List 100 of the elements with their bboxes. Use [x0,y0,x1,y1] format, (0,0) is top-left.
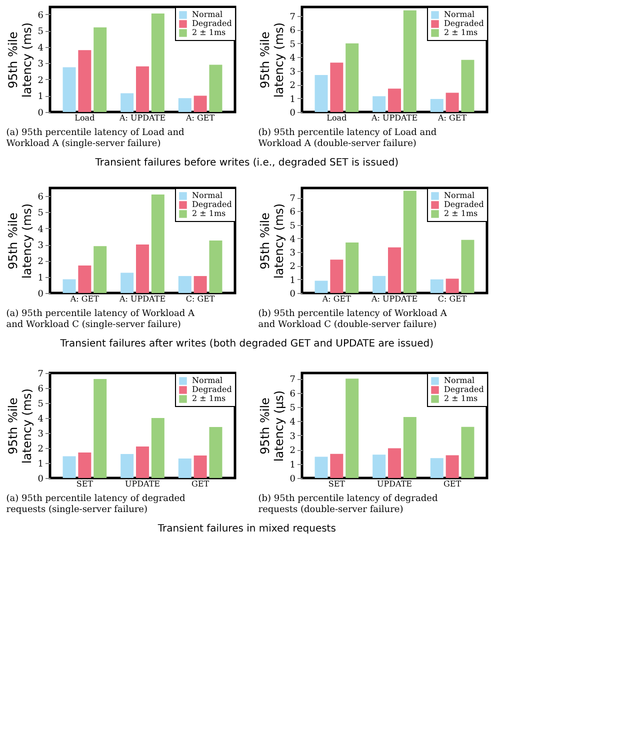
y-tick-label: 4 [38,43,44,54]
bar [62,456,76,478]
text: Transient failures after writes (both degraded GET and UPDATE are issued) [59,338,434,350]
legend-label: Degraded [192,19,232,28]
y-tick-label: 4 [290,234,296,245]
text: Transient failures before writes (i.e., degraded SET is issued) [94,157,399,168]
y-tick-label: 0 [38,474,44,484]
bar [346,43,359,112]
x-tick-label: Load [326,114,347,122]
y-tick-label: 7 [290,12,296,22]
y-tick-label: 2 [38,76,44,86]
x-tick-label: A: GET [321,294,352,304]
y-axis-title: 95th %ile latency (ms) [6,203,34,279]
bar [461,60,474,112]
bar [120,454,134,478]
bar [461,240,474,293]
bar [62,279,76,293]
y-tick-label: 0 [290,108,296,118]
bar [403,190,416,293]
y-tick-label: 5 [290,404,296,414]
legend-label: 2 ± 1ms [444,209,478,218]
y-axis-title: 95th %ile latency (ms) [258,22,286,98]
bar [151,14,164,112]
legend-label: Degraded [444,385,484,394]
legend-label: Normal [192,10,223,19]
y-tick-label: 2 [290,81,296,92]
bar [372,276,386,293]
text: (b) 95th percentile latency of degraded requests (double-server failure) [258,494,438,515]
y-tick-label: 6 [290,208,296,218]
y-tick-label: 4 [38,414,44,424]
x-tick-label: SET [76,480,94,488]
legend-label: Degraded [192,200,232,209]
bar [178,458,192,478]
x-tick-label: A: GET [437,114,468,122]
x-tick-label: Load [74,114,95,122]
bar [430,98,444,112]
bar [209,427,222,478]
x-tick-label: A: GET [69,294,100,304]
bar [78,50,92,112]
bar [120,272,134,293]
bar [136,66,149,112]
bar [209,64,222,112]
bar [346,242,359,293]
y-tick-label: 3 [38,241,44,252]
y-tick-label: 5 [38,400,44,410]
y-tick-label: 5 [38,27,44,38]
y-tick-label: 2 [290,446,296,456]
y-tick-label: 2 [290,262,296,272]
y-tick-label: 0 [290,474,296,484]
x-tick-label: A: GET [185,114,216,122]
y-tick-label: 3 [38,60,44,70]
y-tick-label: 0 [38,108,44,118]
y-axis-title: 95th %ile latency (μs) [258,390,286,462]
x-tick-label: C: GET [438,294,468,304]
x-tick-label: A: UPDATE [118,114,166,122]
y-tick-label: 1 [38,92,44,102]
bar [194,456,207,478]
legend-label: Normal [192,376,223,385]
y-tick-label: 6 [38,384,44,394]
x-tick-label: GET [192,480,210,488]
bar [330,260,344,293]
text: (a) 95th percentile latency of Load and Workload A (single-server failure) [6,128,184,149]
bar [314,456,328,478]
y-tick-label: 6 [38,10,44,21]
bar [151,418,164,478]
bar [136,244,149,293]
bar [330,454,344,478]
y-tick-label: 5 [290,40,296,50]
x-tick-label: UPDATE [124,480,160,488]
bar [151,194,164,293]
bar [78,452,92,478]
bar [314,74,328,112]
bar [461,426,474,478]
y-tick-label: 1 [38,273,44,284]
y-tick-label: 6 [290,389,296,400]
y-tick-label: 3 [290,248,296,259]
bar [62,67,76,112]
bar [430,279,444,293]
y-tick-label: 3 [38,430,44,440]
y-tick-label: 7 [290,375,296,386]
legend-label: Normal [192,191,223,200]
legend-label: Normal [444,191,475,200]
x-tick-label: GET [444,480,462,488]
bar [403,10,416,112]
bar [194,276,207,293]
y-tick-label: 2 [38,444,44,454]
y-tick-label: 5 [38,208,44,219]
x-tick-label: A: UPDATE [370,114,418,122]
bar [330,62,344,112]
y-tick-label: 1 [290,276,296,286]
y-axis-title: 95th %ile latency (ms) [6,22,34,98]
bar [346,378,359,478]
y-tick-label: 3 [290,67,296,78]
bar [446,92,459,112]
bar [94,246,107,293]
y-tick-label: 6 [290,26,296,36]
bar [178,276,192,293]
y-tick-label: 1 [290,460,296,470]
y-tick-label: 4 [290,54,296,64]
bar [388,88,401,112]
